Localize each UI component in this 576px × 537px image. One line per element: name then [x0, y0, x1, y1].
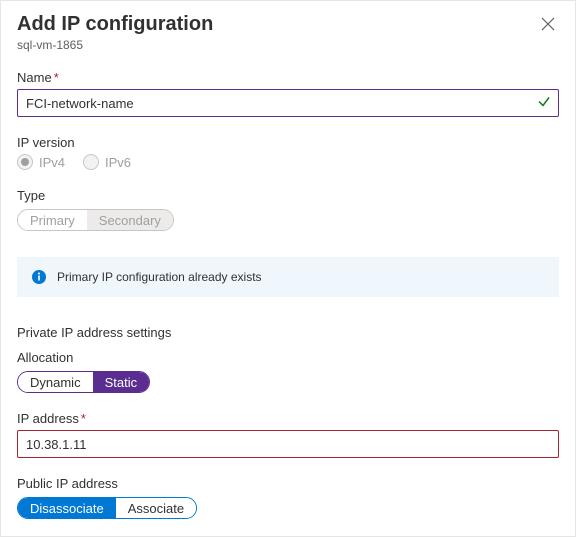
ip-address-label: IP address*: [17, 411, 559, 426]
ip-address-label-text: IP address: [17, 411, 79, 426]
info-text: Primary IP configuration already exists: [57, 270, 262, 284]
type-toggle: Primary Secondary: [17, 209, 174, 231]
public-ip-label: Public IP address: [17, 476, 559, 491]
required-marker: *: [54, 70, 59, 85]
type-primary-option: Primary: [18, 210, 87, 230]
disassociate-option[interactable]: Disassociate: [18, 498, 116, 518]
name-label: Name*: [17, 70, 559, 85]
name-label-text: Name: [17, 70, 52, 85]
public-ip-toggle[interactable]: Disassociate Associate: [17, 497, 197, 519]
type-secondary-option: Secondary: [87, 210, 173, 230]
radio-icon: [83, 154, 99, 170]
type-label: Type: [17, 188, 559, 203]
name-input[interactable]: [17, 89, 559, 117]
allocation-label: Allocation: [17, 350, 559, 365]
ip-version-label: IP version: [17, 135, 559, 150]
allocation-dynamic-option[interactable]: Dynamic: [18, 372, 93, 392]
required-marker: *: [81, 411, 86, 426]
close-icon[interactable]: [537, 13, 559, 39]
ip-address-input[interactable]: [17, 430, 559, 458]
add-ip-config-panel: Add IP configuration sql-vm-1865 Name* I…: [0, 0, 576, 537]
ip-input-wrap: [17, 430, 559, 458]
panel-subtitle: sql-vm-1865: [17, 38, 213, 52]
radio-icon: [17, 154, 33, 170]
private-ip-section-header: Private IP address settings: [17, 325, 559, 340]
associate-option[interactable]: Associate: [116, 498, 196, 518]
ip-version-group: IPv4 IPv6: [17, 154, 559, 170]
ipv6-label: IPv6: [105, 155, 131, 170]
info-banner: Primary IP configuration already exists: [17, 257, 559, 297]
header-text: Add IP configuration sql-vm-1865: [17, 13, 213, 52]
panel-title: Add IP configuration: [17, 13, 213, 36]
panel-header: Add IP configuration sql-vm-1865: [17, 13, 559, 52]
ipv4-radio: IPv4: [17, 154, 65, 170]
checkmark-icon: [537, 95, 551, 112]
allocation-static-option[interactable]: Static: [93, 372, 150, 392]
info-icon: [31, 269, 47, 285]
ipv6-radio: IPv6: [83, 154, 131, 170]
name-input-wrap: [17, 89, 559, 117]
ipv4-label: IPv4: [39, 155, 65, 170]
allocation-toggle[interactable]: Dynamic Static: [17, 371, 150, 393]
